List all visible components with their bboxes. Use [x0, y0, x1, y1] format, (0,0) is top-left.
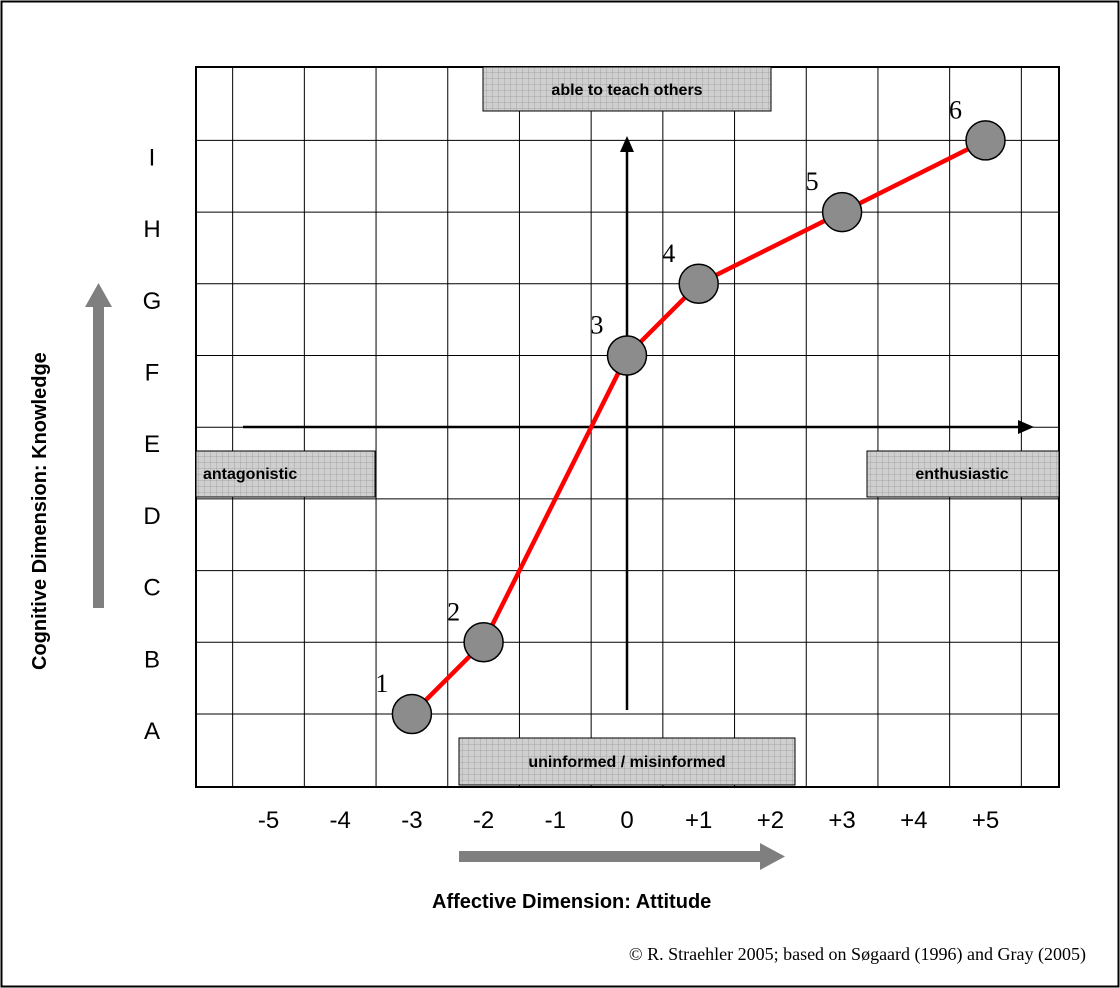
annotation-top-text: able to teach others — [551, 82, 702, 99]
plot-area: able to teach others uninformed / misinf… — [195, 66, 1060, 788]
x-tick-label: -3 — [401, 807, 422, 834]
data-point-2 — [463, 622, 504, 663]
x-tick-label: +2 — [757, 807, 784, 834]
x-tick-label: -4 — [330, 807, 351, 834]
x-tick-label: -5 — [258, 807, 279, 834]
y-tick-label: F — [145, 360, 160, 387]
data-point-label: 6 — [949, 95, 962, 124]
x-direction-arrow — [459, 843, 785, 870]
y-tick-label: A — [144, 718, 160, 745]
y-tick-label: I — [149, 144, 156, 171]
y-tick-label: G — [143, 288, 162, 315]
y-tick-label: D — [143, 503, 160, 530]
x-tick-label: +1 — [685, 807, 712, 834]
data-point-label: 1 — [375, 669, 388, 698]
x-tick-labels: -5 -4 -3 -2 -1 0 +1 +2 +3 +4 +5 — [258, 807, 999, 834]
data-point-label: 2 — [447, 597, 460, 626]
markers: 1 2 3 4 5 6 — [375, 95, 1006, 735]
annotation-bottom: uninformed / misinformed — [458, 737, 796, 786]
x-tick-label: +5 — [972, 807, 999, 834]
x-tick-label: +3 — [828, 807, 855, 834]
data-point-3 — [606, 335, 648, 376]
x-tick-label: -1 — [545, 807, 566, 834]
data-point-4 — [678, 263, 719, 305]
data-point-6 — [965, 120, 1006, 161]
data-point-label: 3 — [591, 311, 604, 340]
y-tick-label: E — [144, 431, 160, 458]
annotation-left-text: antagonistic — [203, 466, 297, 483]
x-tick-label: +4 — [900, 807, 927, 834]
annotation-bottom-text: uninformed / misinformed — [528, 754, 725, 771]
x-axis-title: Affective Dimension: Attitude — [432, 891, 711, 913]
data-point-5 — [821, 191, 863, 233]
data-point-1 — [391, 693, 433, 735]
annotation-top: able to teach others — [482, 66, 772, 112]
annotation-left: antagonistic — [195, 450, 376, 498]
data-point-label: 5 — [806, 167, 819, 196]
credit-text: © R. Straehler 2005; based on Søgaard (1… — [629, 944, 1086, 965]
x-tick-label: -2 — [473, 807, 494, 834]
x-tick-label: 0 — [620, 807, 633, 834]
y-tick-label: H — [143, 216, 160, 243]
data-point-label: 4 — [662, 239, 675, 268]
annotation-right: enthusiastic — [866, 450, 1060, 498]
vertical-axis-arrowhead — [620, 136, 634, 152]
y-direction-arrow — [85, 283, 112, 608]
horizontal-axis-arrowhead — [1018, 420, 1034, 434]
y-tick-labels: A B C D E F G H I — [143, 144, 162, 745]
annotation-right-text: enthusiastic — [915, 466, 1008, 483]
y-tick-label: C — [143, 575, 160, 602]
y-axis-title: Cognitive Dimension: Knowledge — [29, 352, 51, 670]
y-tick-label: B — [144, 646, 160, 673]
